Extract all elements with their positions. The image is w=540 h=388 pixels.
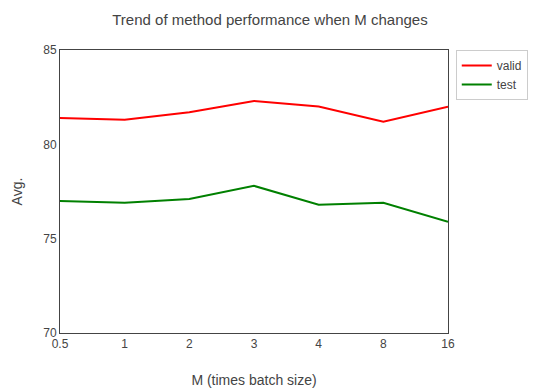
svg-text:75: 75 (43, 232, 57, 246)
svg-text:8: 8 (380, 337, 387, 351)
svg-text:2: 2 (186, 337, 193, 351)
svg-text:Trend of method performance wh: Trend of method performance when M chang… (112, 11, 427, 28)
svg-text:80: 80 (43, 138, 57, 152)
svg-text:valid: valid (497, 59, 522, 73)
svg-text:0.5: 0.5 (52, 337, 69, 351)
svg-text:85: 85 (43, 43, 57, 57)
svg-text:70: 70 (43, 326, 57, 340)
svg-text:Avg.: Avg. (9, 178, 25, 206)
svg-text:M (times batch size): M (times batch size) (191, 372, 316, 388)
svg-text:3: 3 (251, 337, 258, 351)
svg-text:4: 4 (315, 337, 322, 351)
svg-text:test: test (497, 78, 517, 92)
svg-text:1: 1 (121, 337, 128, 351)
svg-text:16: 16 (441, 337, 455, 351)
